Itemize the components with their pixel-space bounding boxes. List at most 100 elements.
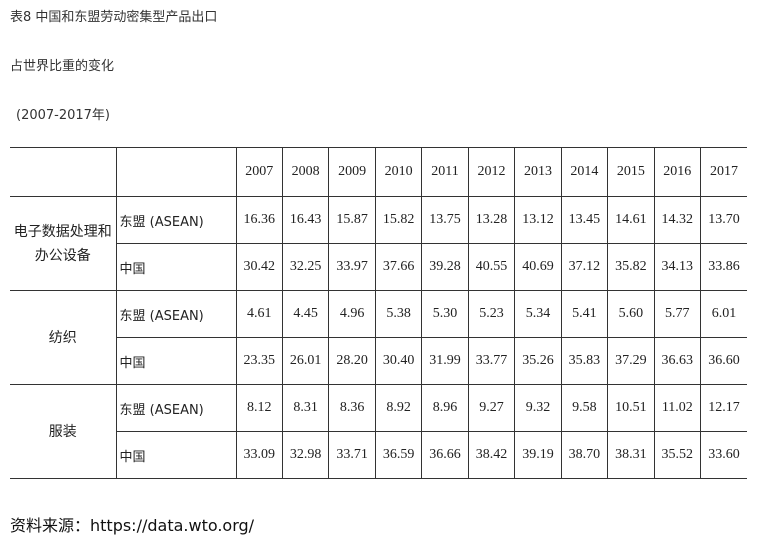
data-row: 服装 东盟 (ASEAN) 8.12 8.31 8.36 8.92 8.96 9.27 9.32…	[10, 384, 747, 479]
value-cell: 40.69	[514, 243, 562, 291]
value-cell: 37.66	[374, 243, 423, 291]
row-label: 中国	[115, 337, 237, 385]
value-cell: 36.59	[374, 431, 423, 479]
value-cell: 15.87	[328, 196, 376, 244]
category-cell: 纺织	[10, 290, 117, 385]
value-cell: 8.12	[235, 384, 283, 432]
row-label: 东盟 (ASEAN)	[115, 384, 237, 432]
value-cell: 32.98	[281, 431, 330, 479]
row-label: 中国	[115, 243, 237, 291]
data-row: 纺织 东盟 (ASEAN) 4.61 4.45 4.96 5.38 5.30 5.23 5.34…	[10, 290, 747, 385]
row-label: 中国	[115, 431, 237, 479]
value-cell: 4.96	[328, 290, 376, 338]
value-cell: 14.32	[653, 196, 702, 244]
data-table: 2007 2008 2009 2010 2011 2012 2013 2014 2015 2016…	[10, 147, 747, 479]
value-cell: 5.34	[514, 290, 562, 338]
title: 表8 中国和东盟劳动密集型产品出口	[10, 10, 218, 25]
value-cell: 6.01	[700, 290, 747, 338]
year-header: 2015	[607, 147, 655, 197]
data-row: 电子数据处理和办公设备 东盟 (ASEAN) 16.36 16.43 15.87 15.8…	[10, 196, 747, 291]
value-cell: 5.38	[374, 290, 423, 338]
value-cell: 13.70	[700, 196, 747, 244]
header-cell	[115, 147, 237, 197]
year-header: 2008	[281, 147, 330, 197]
value-cell: 9.27	[467, 384, 516, 432]
value-cell: 4.45	[281, 290, 330, 338]
year-header: 2011	[421, 147, 469, 197]
value-cell: 39.19	[514, 431, 562, 479]
year-header: 2009	[328, 147, 376, 197]
value-cell: 37.12	[560, 243, 609, 291]
value-cell: 30.40	[374, 337, 423, 385]
year-header: 2014	[560, 147, 609, 197]
period: (2007-2017年)	[16, 108, 111, 123]
year-header: 2013	[514, 147, 562, 197]
value-cell: 5.30	[421, 290, 469, 338]
value-cell: 8.92	[374, 384, 423, 432]
value-cell: 16.43	[281, 196, 330, 244]
value-cell: 13.28	[467, 196, 516, 244]
value-cell: 33.86	[700, 243, 747, 291]
header-cell	[10, 147, 117, 197]
year-header: 2007	[235, 147, 283, 197]
year-header: 2010	[374, 147, 423, 197]
subtitle: 占世界比重的变化	[10, 59, 115, 74]
value-cell: 5.60	[607, 290, 655, 338]
value-cell: 11.02	[653, 384, 702, 432]
header-row: 2007 2008 2009 2010 2011 2012 2013 2014 2015 2016…	[10, 147, 747, 197]
data-row: 中国 33.09 32.98 33.71 36.59 36.66 38.42 39.19 38.…	[10, 431, 747, 479]
year-header: 2017	[700, 147, 747, 197]
value-cell: 14.61	[607, 196, 655, 244]
value-cell: 40.55	[467, 243, 516, 291]
row-label: 东盟 (ASEAN)	[115, 290, 237, 338]
year-header: 2016	[653, 147, 702, 197]
value-cell: 33.97	[328, 243, 376, 291]
source: 资料来源：https://data.wto.org/	[10, 516, 255, 535]
value-cell: 9.58	[560, 384, 609, 432]
value-cell: 32.25	[281, 243, 330, 291]
value-cell: 16.36	[235, 196, 283, 244]
value-cell: 30.42	[235, 243, 283, 291]
row-label: 东盟 (ASEAN)	[115, 196, 237, 244]
value-cell: 33.60	[700, 431, 747, 479]
category-cell: 服装	[10, 384, 117, 479]
value-cell: 36.63	[653, 337, 702, 385]
value-cell: 10.51	[607, 384, 655, 432]
value-cell: 39.28	[421, 243, 469, 291]
value-cell: 38.42	[467, 431, 516, 479]
value-cell: 33.09	[235, 431, 283, 479]
value-cell: 35.82	[607, 243, 655, 291]
value-cell: 38.70	[560, 431, 609, 479]
value-cell: 5.41	[560, 290, 609, 338]
value-cell: 31.99	[421, 337, 469, 385]
value-cell: 13.75	[421, 196, 469, 244]
value-cell: 8.96	[421, 384, 469, 432]
value-cell: 13.12	[514, 196, 562, 244]
value-cell: 38.31	[607, 431, 655, 479]
data-row: 中国 23.35 26.01 28.20 30.40 31.99 33.77 35.26 35.…	[10, 337, 747, 385]
value-cell: 12.17	[700, 384, 747, 432]
value-cell: 35.26	[514, 337, 562, 385]
value-cell: 36.60	[700, 337, 747, 385]
year-header: 2012	[467, 147, 516, 197]
value-cell: 37.29	[607, 337, 655, 385]
value-cell: 35.52	[653, 431, 702, 479]
value-cell: 23.35	[235, 337, 283, 385]
value-cell: 9.32	[514, 384, 562, 432]
value-cell: 4.61	[235, 290, 283, 338]
value-cell: 13.45	[560, 196, 609, 244]
value-cell: 5.77	[653, 290, 702, 338]
value-cell: 35.83	[560, 337, 609, 385]
data-row: 中国 30.42 32.25 33.97 37.66 39.28 40.55 40.69 37.…	[10, 243, 747, 291]
value-cell: 33.77	[467, 337, 516, 385]
value-cell: 26.01	[281, 337, 330, 385]
value-cell: 36.66	[421, 431, 469, 479]
value-cell: 8.31	[281, 384, 330, 432]
value-cell: 33.71	[328, 431, 376, 479]
value-cell: 5.23	[467, 290, 516, 338]
category-cell: 电子数据处理和办公设备	[10, 196, 117, 291]
value-cell: 15.82	[374, 196, 423, 244]
value-cell: 28.20	[328, 337, 376, 385]
value-cell: 34.13	[653, 243, 702, 291]
